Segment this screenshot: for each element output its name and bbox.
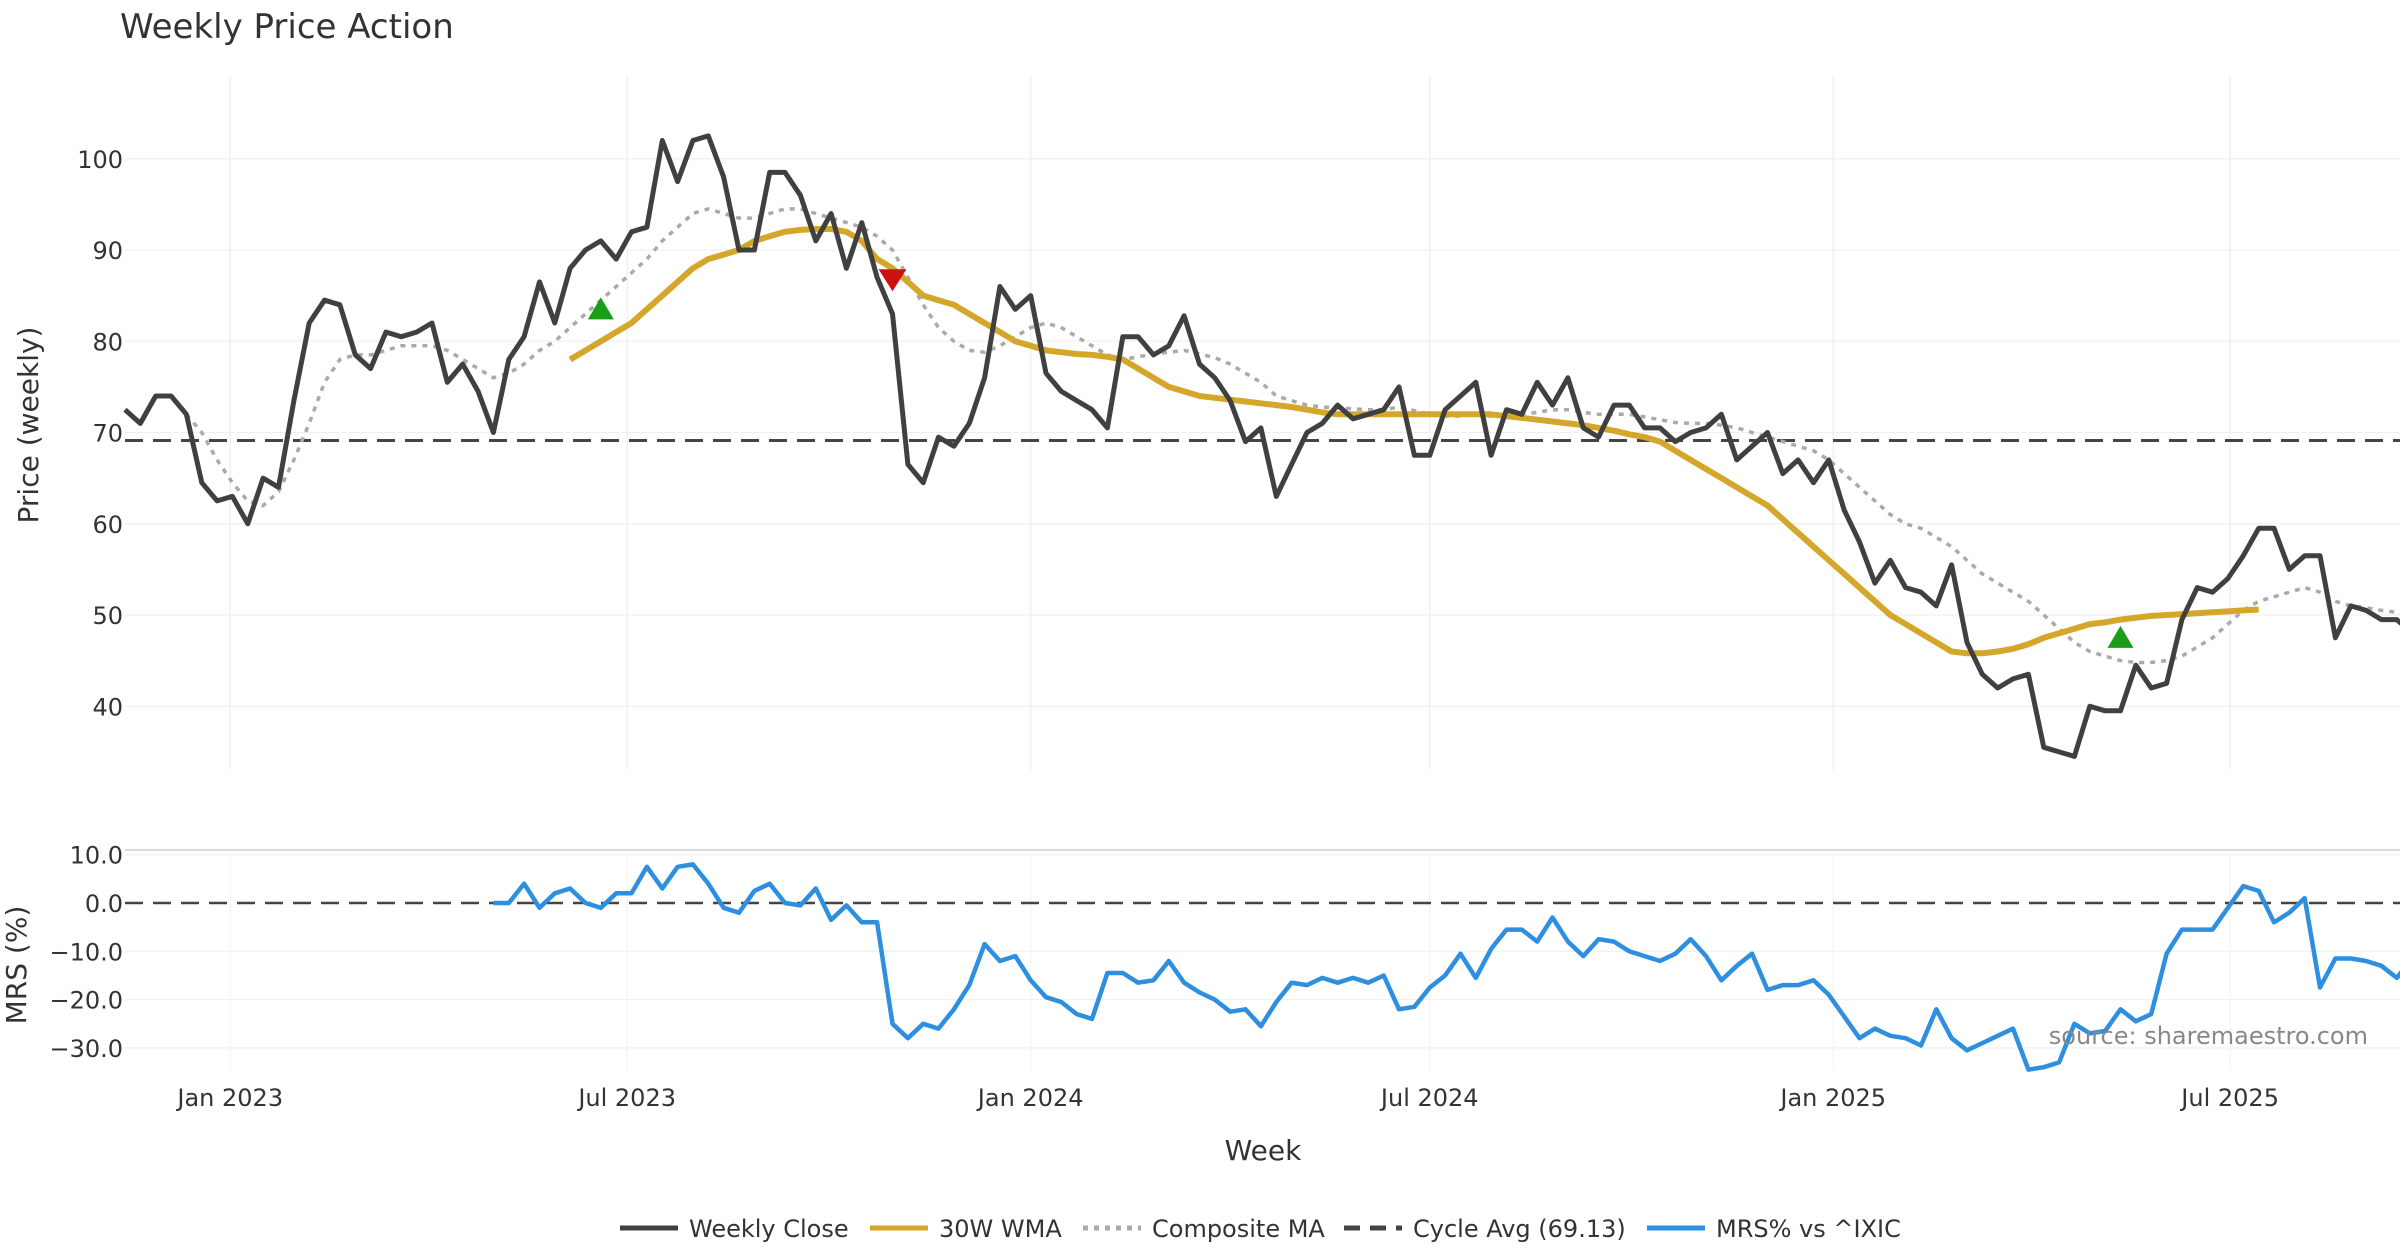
mrs-y-tick-label: 0.0 [85, 890, 123, 918]
legend-label: Cycle Avg (69.13) [1413, 1215, 1626, 1243]
price-y-tick-label: 90 [92, 237, 123, 265]
x-tick-label: Jul 2025 [2179, 1084, 2279, 1112]
price-y-tick-label: 50 [92, 602, 123, 630]
legend-label: Composite MA [1152, 1215, 1325, 1243]
legend-label: 30W WMA [939, 1215, 1062, 1243]
buy-signal-marker [587, 297, 614, 320]
price-y-tick-label: 100 [77, 146, 123, 174]
price-y-tick-label: 60 [92, 511, 123, 539]
mrs-y-tick-label: −10.0 [49, 938, 123, 966]
x-tick-label: Jul 2024 [1379, 1084, 1479, 1112]
mrs-y-tick-label: 10.0 [70, 842, 123, 870]
mrs-y-tick-label: −30.0 [49, 1035, 123, 1063]
price-y-tick-label: 70 [92, 420, 123, 448]
x-ticks: Jan 2023 Jul 2023 Jan 2024 Jul 2024 Jan 2025… [175, 1084, 2279, 1112]
chart-title: Weekly Price Action [120, 7, 454, 47]
x-tick-label: Jan 2024 [976, 1084, 1084, 1112]
mrs-y-ticks: 10.0 0.0 −10.0 −20.0 −30.0 [49, 842, 123, 1063]
mrs-y-tick-label: −20.0 [49, 987, 123, 1015]
buy-signal-marker [2107, 625, 2134, 648]
x-tick-label: Jul 2023 [576, 1084, 676, 1112]
weekly-close-line [123, 133, 2400, 759]
price-y-ticks: 100 90 80 70 60 50 40 [77, 146, 123, 722]
mrs-line [493, 862, 2400, 1072]
price-y-tick-label: 40 [92, 693, 123, 721]
mrs-y-axis-label: MRS (%) [0, 906, 33, 1025]
legend-label: Weekly Close [689, 1215, 849, 1243]
price-grid [125, 75, 2400, 770]
price-y-axis-label: Price (weekly) [12, 327, 45, 524]
composite-ma-line [185, 207, 2400, 665]
signal-markers [587, 269, 2134, 648]
x-axis-label: Week [1225, 1134, 1302, 1167]
legend: Weekly Close 30W WMA Composite MA Cycle Avg… [620, 1215, 1901, 1243]
sell-signal-marker [878, 269, 907, 292]
x-tick-label: Jan 2023 [175, 1084, 283, 1112]
price-y-tick-label: 80 [92, 328, 123, 356]
wma-30w-line [568, 226, 2259, 657]
x-tick-label: Jan 2025 [1778, 1084, 1886, 1112]
source-note: source: sharemaestro.com [2049, 1022, 2368, 1050]
legend-label: MRS% vs ^IXIC [1716, 1215, 1901, 1243]
